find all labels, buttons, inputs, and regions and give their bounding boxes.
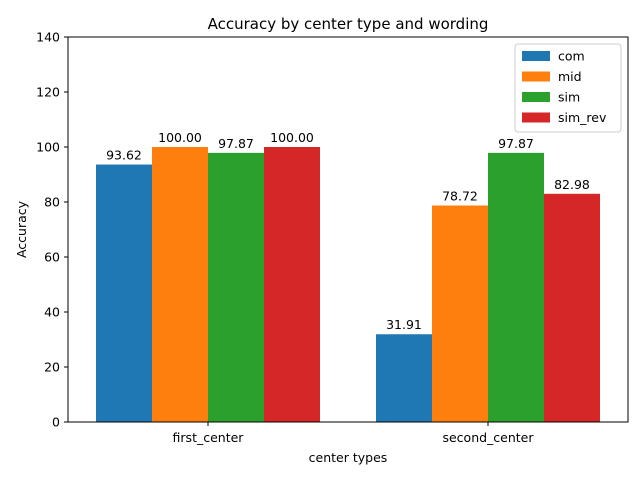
legend-label-mid: mid bbox=[558, 69, 582, 84]
legend-label-com: com bbox=[558, 49, 585, 64]
bar-mid-second_center bbox=[432, 205, 488, 422]
y-tick-label: 60 bbox=[44, 250, 60, 265]
bar-com-second_center bbox=[376, 334, 432, 422]
legend-frame bbox=[514, 43, 622, 133]
legend-label-sim: sim bbox=[558, 90, 580, 105]
y-axis: 0 20 40 60 80 100 120 140 bbox=[36, 30, 68, 430]
y-tick-label: 0 bbox=[52, 415, 60, 430]
bars-group bbox=[96, 147, 600, 423]
x-tick-label-first_center: first_center bbox=[173, 430, 245, 445]
data-label-mid-first_center: 100.00 bbox=[158, 130, 202, 145]
chart-title: Accuracy by center type and wording bbox=[208, 15, 489, 33]
legend-label-sim_rev: sim_rev bbox=[558, 110, 607, 125]
y-tick-label: 120 bbox=[36, 85, 60, 100]
y-tick-label: 40 bbox=[44, 305, 60, 320]
y-tick-label: 80 bbox=[44, 195, 60, 210]
legend-swatch-mid bbox=[522, 71, 550, 82]
bar-sim-first_center bbox=[208, 152, 264, 423]
legend-swatch-com bbox=[522, 51, 550, 61]
bar-com-first_center bbox=[96, 164, 152, 423]
legend-swatch-sim_rev bbox=[522, 112, 550, 123]
y-tick-label: 140 bbox=[36, 30, 60, 45]
bar-mid-first_center bbox=[152, 147, 208, 422]
x-axis: first_center second_center bbox=[173, 422, 534, 445]
data-label-com-second_center: 31.91 bbox=[386, 317, 422, 332]
y-tick-label: 100 bbox=[36, 140, 60, 155]
x-tick-label-second_center: second_center bbox=[442, 430, 534, 445]
legend-swatch-sim bbox=[522, 92, 550, 102]
y-tick-label: 20 bbox=[44, 360, 60, 375]
data-labels-group: 93.62 31.91 100.00 78.72 97.87 97.87 100.00 82.… bbox=[106, 130, 590, 332]
data-label-sim-first_center: 97.87 bbox=[218, 136, 254, 151]
bar-sim_rev-first_center bbox=[264, 147, 320, 422]
x-axis-label: center types bbox=[309, 450, 388, 465]
data-label-com-first_center: 93.62 bbox=[106, 148, 142, 163]
bar-sim_rev-second_center bbox=[544, 193, 600, 422]
data-label-sim_rev-first_center: 100.00 bbox=[270, 130, 314, 145]
data-label-mid-second_center: 78.72 bbox=[442, 189, 478, 204]
data-label-sim-second_center: 97.87 bbox=[498, 136, 534, 151]
y-axis-label: Accuracy bbox=[14, 200, 29, 258]
plot-frame bbox=[67, 36, 629, 423]
bar-sim-second_center bbox=[488, 152, 544, 423]
legend: com mid sim sim_rev bbox=[514, 43, 622, 133]
data-label-sim_rev-second_center: 82.98 bbox=[554, 177, 590, 192]
